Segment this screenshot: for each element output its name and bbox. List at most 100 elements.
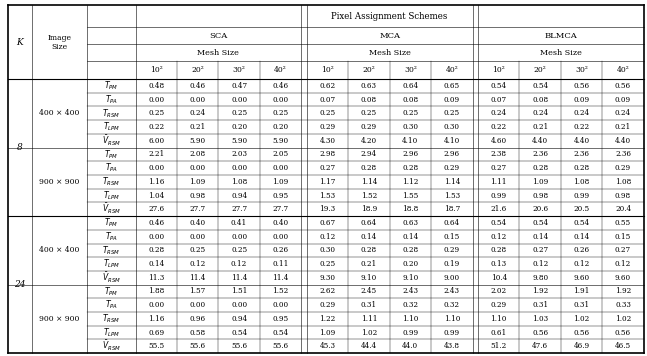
Text: 0.14: 0.14 [532, 233, 548, 241]
Text: 0.28: 0.28 [532, 164, 548, 172]
Text: 0.09: 0.09 [573, 96, 589, 104]
Text: K: K [16, 38, 23, 47]
Text: 2.38: 2.38 [490, 151, 507, 158]
Text: 20²: 20² [192, 66, 204, 74]
Text: 18.8: 18.8 [402, 205, 419, 213]
Text: $T_{RSM}$: $T_{RSM}$ [102, 244, 120, 257]
Text: 1.02: 1.02 [573, 315, 589, 323]
Text: 11.4: 11.4 [231, 274, 247, 282]
Text: 0.67: 0.67 [320, 219, 336, 227]
Text: 51.2: 51.2 [490, 342, 507, 350]
Text: 0.54: 0.54 [532, 82, 548, 90]
Text: 4.30: 4.30 [320, 137, 336, 145]
Text: 1.10: 1.10 [444, 315, 460, 323]
Text: 0.96: 0.96 [190, 315, 206, 323]
Text: $\bar{V}_{RSM}$: $\bar{V}_{RSM}$ [102, 134, 121, 148]
Text: 1.11: 1.11 [360, 315, 377, 323]
Text: 0.69: 0.69 [148, 329, 164, 336]
Text: 40²: 40² [274, 66, 287, 74]
Text: 0.24: 0.24 [490, 109, 507, 117]
Text: 0.29: 0.29 [444, 246, 460, 255]
Text: 0.00: 0.00 [231, 164, 247, 172]
Text: 2.03: 2.03 [231, 151, 247, 158]
Text: 6.00: 6.00 [148, 137, 164, 145]
Text: 1.88: 1.88 [148, 288, 164, 295]
Text: 1.16: 1.16 [148, 178, 164, 186]
Text: 9.00: 9.00 [444, 274, 460, 282]
Text: 0.00: 0.00 [148, 96, 164, 104]
Text: 0.00: 0.00 [231, 233, 247, 241]
Text: 0.12: 0.12 [490, 233, 507, 241]
Text: 900 × 900: 900 × 900 [39, 315, 80, 323]
Text: 1.55: 1.55 [402, 192, 419, 200]
Text: 55.6: 55.6 [231, 342, 247, 350]
Text: 0.28: 0.28 [573, 164, 589, 172]
Text: 0.24: 0.24 [573, 109, 589, 117]
Text: 0.29: 0.29 [444, 164, 460, 172]
Text: 45.3: 45.3 [320, 342, 336, 350]
Text: 0.54: 0.54 [490, 219, 507, 227]
Text: 0.56: 0.56 [615, 82, 631, 90]
Text: 0.54: 0.54 [532, 219, 548, 227]
Text: 18.9: 18.9 [361, 205, 377, 213]
Text: 20²: 20² [362, 66, 375, 74]
Text: 1.91: 1.91 [573, 288, 590, 295]
Text: 4.20: 4.20 [361, 137, 377, 145]
Text: 0.08: 0.08 [402, 96, 419, 104]
Text: 0.28: 0.28 [402, 246, 419, 255]
Text: 0.25: 0.25 [190, 246, 206, 255]
Text: 0.00: 0.00 [148, 301, 164, 309]
Text: 0.24: 0.24 [615, 109, 631, 117]
Text: 0.27: 0.27 [532, 246, 548, 255]
Text: 0.24: 0.24 [190, 109, 206, 117]
Text: 0.99: 0.99 [402, 329, 419, 336]
Text: 0.14: 0.14 [402, 233, 419, 241]
Text: 0.47: 0.47 [231, 82, 247, 90]
Text: 4.40: 4.40 [615, 137, 631, 145]
Text: 1.53: 1.53 [320, 192, 336, 200]
Text: 1.09: 1.09 [320, 329, 336, 336]
Text: 40²: 40² [617, 66, 630, 74]
Text: 900 × 900: 900 × 900 [39, 178, 80, 186]
Text: $T_{LPM}$: $T_{LPM}$ [103, 121, 120, 133]
Text: 0.07: 0.07 [320, 96, 336, 104]
Text: 4.10: 4.10 [402, 137, 419, 145]
Text: 24: 24 [14, 280, 26, 289]
Text: 46.5: 46.5 [615, 342, 631, 350]
Text: 0.94: 0.94 [231, 192, 247, 200]
Text: 20.6: 20.6 [532, 205, 548, 213]
Text: $T_{PM}$: $T_{PM}$ [104, 148, 118, 161]
Text: 0.21: 0.21 [361, 260, 377, 268]
Text: $\bar{V}_{RSM}$: $\bar{V}_{RSM}$ [102, 271, 121, 285]
Text: 0.56: 0.56 [573, 82, 589, 90]
Text: Mesh Size: Mesh Size [540, 49, 582, 57]
Text: 0.25: 0.25 [231, 246, 247, 255]
Text: 0.56: 0.56 [532, 329, 548, 336]
Text: 0.95: 0.95 [272, 315, 289, 323]
Text: 5.90: 5.90 [231, 137, 247, 145]
Text: 20²: 20² [534, 66, 547, 74]
Text: 0.56: 0.56 [615, 329, 631, 336]
Text: 2.98: 2.98 [320, 151, 336, 158]
Text: 1.08: 1.08 [615, 178, 631, 186]
Text: 0.00: 0.00 [272, 164, 289, 172]
Text: 0.33: 0.33 [615, 301, 631, 309]
Text: 27.6: 27.6 [148, 205, 164, 213]
Text: 47.6: 47.6 [532, 342, 548, 350]
Text: 1.52: 1.52 [272, 288, 289, 295]
Text: 1.09: 1.09 [272, 178, 289, 186]
Text: 0.28: 0.28 [361, 164, 377, 172]
Text: Image
Size: Image Size [48, 33, 72, 51]
Text: $T_{LPM}$: $T_{LPM}$ [103, 326, 120, 339]
Text: 0.32: 0.32 [444, 301, 460, 309]
Text: 0.00: 0.00 [231, 96, 247, 104]
Text: 2.36: 2.36 [574, 151, 589, 158]
Text: 1.57: 1.57 [190, 288, 206, 295]
Text: $T_{PM}$: $T_{PM}$ [104, 285, 118, 298]
Text: 0.25: 0.25 [444, 109, 460, 117]
Text: 10²: 10² [150, 66, 162, 74]
Text: 0.20: 0.20 [272, 123, 289, 131]
Text: 19.3: 19.3 [320, 205, 336, 213]
Text: 4.40: 4.40 [532, 137, 548, 145]
Text: 1.52: 1.52 [361, 192, 377, 200]
